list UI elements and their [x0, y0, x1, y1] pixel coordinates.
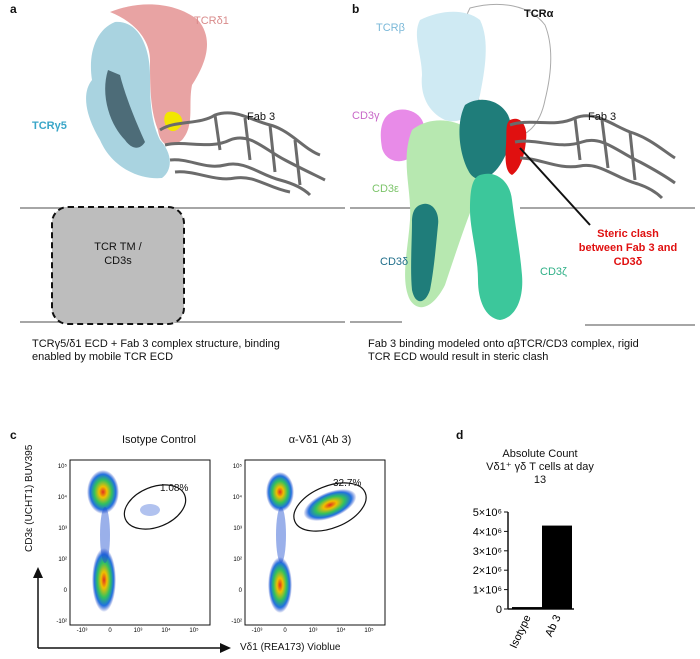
cd3-zeta-surface [470, 173, 523, 320]
panel-b-figure [350, 3, 695, 326]
fab3-ribbon-b [509, 114, 676, 200]
x-tick-label: 10³ [309, 628, 318, 634]
panel-b-caption: Fab 3 binding modeled onto αβTCR/CD3 com… [368, 338, 639, 363]
bar-y-tick-label: 1×10⁶ [473, 585, 502, 597]
cd3-delta-surface-lower [411, 203, 439, 302]
y-tick-label: 0 [239, 588, 243, 594]
plot2-gate-percent: 32.7% [333, 478, 362, 489]
panel-label-b: b [352, 2, 360, 16]
x-tick-label: 0 [108, 628, 112, 634]
panel-a-figure [20, 4, 345, 325]
panel-label-a: a [10, 2, 17, 16]
plot2-gate [293, 482, 367, 532]
plot1-gate [123, 484, 187, 530]
bar-y-tick-label: 0 [496, 604, 502, 616]
plot1-title: Isotype Control [122, 434, 196, 446]
y-tick-label: -10² [56, 619, 67, 625]
tcr-tm-cd3-box [51, 206, 185, 325]
plot2-population-bridge [276, 507, 286, 563]
tcr-beta-surface [416, 11, 486, 122]
tcr-gamma5-surface [86, 21, 170, 179]
fab3-label-b: Fab 3 [588, 111, 617, 123]
cd3-delta-label: CD3δ [380, 256, 409, 268]
y-tick-label: 10² [58, 557, 67, 563]
flow-xlabel: Vδ1 (REA173) Vioblue [240, 642, 341, 653]
steric-clash-region [505, 118, 527, 175]
fab3-ribbon [159, 111, 326, 197]
plot2-population-cd3hi [266, 472, 294, 512]
bar-category-label: Isotype [508, 613, 534, 650]
tcr-alpha-label: TCRα [524, 8, 554, 20]
x-tick-label: 10³ [134, 628, 143, 634]
x-tick-label: -10³ [77, 628, 88, 634]
plot1-population-cd3hi [87, 470, 119, 514]
plot1-gate-percent: 1.08% [160, 483, 189, 494]
tcr-delta1-surface [110, 4, 208, 146]
plot2-frame [244, 459, 386, 626]
cd3-gamma-label: CD3γ [352, 110, 380, 122]
y-tick-label: 10⁴ [233, 494, 243, 501]
plot2-population-vd1 [303, 489, 357, 521]
bar-chart: 0 1×10⁶ 2×10⁶ 3×10⁶ 4×10⁶ 5×10⁶ Isotype Ab 3 [473, 507, 574, 650]
bar-category-label: Ab 3 [543, 613, 563, 639]
plot1-population-cd3lo [92, 548, 116, 612]
panel-label-d: d [456, 428, 464, 442]
y-tick-label: 10⁴ [58, 494, 68, 501]
cd3-delta-surface-upper [459, 99, 512, 180]
steric-clash-label: Steric clash between Fab 3 and CD3δ [578, 228, 678, 268]
panel-label-c: c [10, 428, 17, 442]
x-tick-label: 10⁵ [189, 627, 199, 634]
x-tick-label: 10⁴ [336, 627, 346, 634]
plot2-population-cd3lo [268, 557, 292, 613]
flow-ylabel: CD3ε (UCHT1) BUV395 [24, 444, 35, 552]
panel-a-caption: TCRγ5/δ1 ECD + Fab 3 complex structure, … [32, 338, 280, 363]
tcr-gamma5-shadow [105, 70, 145, 148]
bar-y-tick-label: 3×10⁶ [473, 546, 502, 558]
y-tick-label: 10⁵ [58, 463, 68, 470]
bar-y-tick-label: 4×10⁶ [473, 526, 502, 538]
y-tick-label: 10³ [233, 526, 242, 532]
clash-pointer-line [519, 147, 591, 226]
chart-title: Absolute Count Vδ1⁺ γδ T cells at day 13 [486, 448, 594, 486]
x-tick-label: 0 [283, 628, 287, 634]
cd3-epsilon-label: CD3ε [372, 183, 399, 195]
bar-isotype [512, 607, 542, 609]
bar-ab-3 [542, 525, 572, 609]
bar-y-tick-label: 5×10⁶ [473, 507, 502, 519]
y-tick-label: 10³ [58, 526, 67, 532]
bar-y-tick-label: 2×10⁶ [473, 565, 502, 577]
y-tick-label: -10² [231, 619, 242, 625]
x-axis-arrowhead [220, 643, 231, 653]
plot2-title: α-Vδ1 (Ab 3) [288, 434, 352, 446]
tcr-delta1-label: TCRδ1 [194, 15, 229, 27]
x-tick-label: 10⁵ [364, 627, 374, 634]
plot1-sparse-cells [140, 504, 160, 516]
panel-c-flow-plots: -10³ 0 10³ 10⁴ 10⁵ 10⁵ 10⁴ 10³ 10² 0 -10² -10³ 0 10³ 1… [33, 459, 386, 653]
y-axis-arrowhead [33, 567, 43, 578]
tm-box-label: TCR TM / CD3s [94, 241, 142, 267]
y-tick-label: 10⁵ [233, 463, 243, 470]
tcr-beta-label: TCRβ [376, 22, 405, 34]
cd3-zeta-label: CD3ζ [540, 266, 567, 278]
tcr-gamma5-label: TCRγ5 [32, 120, 67, 132]
fab3-label-a: Fab 3 [247, 111, 276, 123]
y-tick-label: 10² [233, 557, 242, 563]
plot1-population-bridge [100, 507, 110, 563]
x-tick-label: -10³ [252, 628, 263, 634]
x-tick-label: 10⁴ [161, 627, 171, 634]
y-tick-label: 0 [64, 588, 68, 594]
